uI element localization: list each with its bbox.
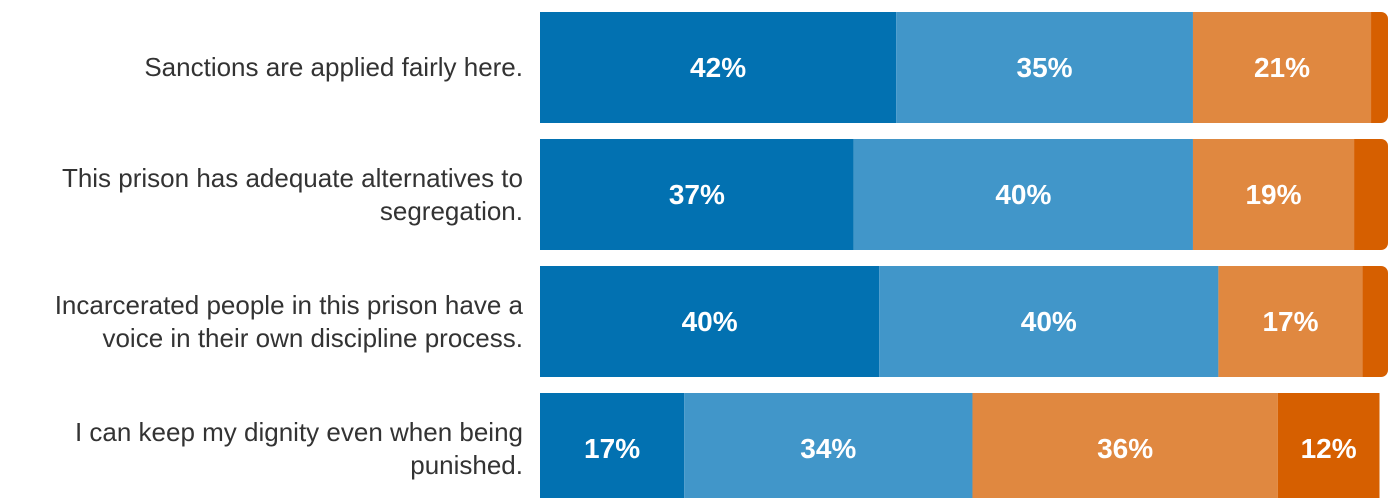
category-label: Incarcerated people in this prison have … — [54, 289, 523, 353]
value-label: 21% — [1254, 52, 1310, 83]
bar-segment — [1371, 12, 1388, 123]
bar-segment — [896, 12, 1193, 123]
category-label: I can keep my dignity even when being pu… — [74, 416, 523, 480]
bar-segment — [972, 393, 1278, 498]
category-label: Sanctions are applied fairly here. — [144, 52, 523, 82]
value-label: 40% — [995, 179, 1051, 210]
bar-segment — [1192, 139, 1355, 250]
category-label: This prison has adequate alternatives to… — [61, 162, 523, 226]
bar-row — [540, 266, 1388, 377]
bar-row — [540, 139, 1388, 250]
bar-row — [540, 393, 1380, 498]
bar-segment — [540, 266, 880, 377]
bar-segment — [1218, 266, 1363, 377]
bar-segment — [879, 266, 1219, 377]
bar-row — [540, 12, 1388, 123]
value-label: 37% — [669, 179, 725, 210]
value-label: 40% — [682, 306, 738, 337]
bar-segment — [1354, 139, 1388, 250]
bar-segment — [684, 393, 973, 498]
bar-segment — [540, 12, 897, 123]
value-label: 34% — [800, 433, 856, 464]
value-label: 17% — [584, 433, 640, 464]
bar-segment — [853, 139, 1193, 250]
value-label: 17% — [1262, 306, 1318, 337]
value-label: 36% — [1097, 433, 1153, 464]
value-label: 12% — [1301, 433, 1357, 464]
bar-segment — [1192, 12, 1372, 123]
value-label: 40% — [1021, 306, 1077, 337]
bar-segment — [1362, 266, 1388, 377]
value-label: 42% — [690, 52, 746, 83]
bar-segment — [540, 393, 685, 498]
bar-segment — [1277, 393, 1380, 498]
bar-segment — [540, 139, 854, 250]
value-label: 35% — [1017, 52, 1073, 83]
value-label: 19% — [1245, 179, 1301, 210]
